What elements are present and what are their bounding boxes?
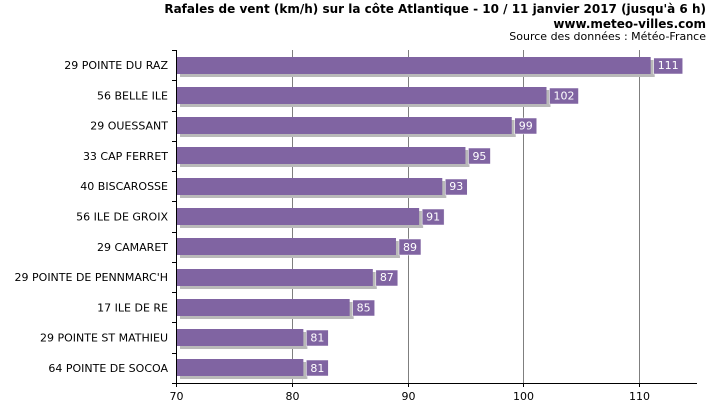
- value-label-7: 87: [380, 271, 394, 284]
- bar-5: [176, 208, 420, 225]
- chart-source: Source des données : Météo-France: [509, 30, 706, 43]
- value-label-3: 95: [472, 150, 486, 163]
- category-label-7: 29 POINTE DE PENNMARC'H: [15, 271, 168, 284]
- x-tick-label-100: 100: [513, 390, 534, 403]
- value-label-4: 93: [449, 180, 463, 193]
- bar-1: [176, 87, 547, 104]
- category-label-2: 29 OUESSANT: [90, 120, 168, 133]
- value-label-6: 89: [403, 241, 417, 254]
- category-label-5: 56 ILE DE GROIX: [76, 211, 168, 224]
- bar-3: [176, 147, 466, 164]
- value-label-box-5: [421, 208, 445, 226]
- category-label-9: 29 POINTE ST MATHIEU: [40, 332, 168, 345]
- value-label-box-7: [375, 269, 399, 287]
- value-label-box-1: [549, 87, 579, 105]
- bar-6: [176, 238, 396, 255]
- chart-title: Rafales de vent (km/h) sur la côte Atlan…: [164, 2, 706, 16]
- value-label-box-3: [468, 147, 491, 165]
- chart-subtitle: www.meteo-villes.com: [553, 17, 706, 31]
- x-tick-label-90: 90: [402, 390, 416, 403]
- bar-4: [176, 178, 443, 195]
- bar-10: [176, 359, 304, 376]
- category-label-8: 17 ILE DE RE: [97, 301, 168, 314]
- category-label-1: 56 BELLE ILE: [97, 89, 168, 102]
- bar-0: [176, 57, 651, 74]
- category-label-4: 40 BISCAROSSE: [80, 180, 168, 193]
- value-label-1: 102: [553, 89, 574, 102]
- bar-9: [176, 329, 304, 346]
- value-label-box-0: [653, 57, 683, 75]
- value-label-8: 85: [357, 301, 371, 314]
- bar-2: [176, 117, 512, 134]
- value-label-9: 81: [310, 332, 324, 345]
- value-label-10: 81: [310, 362, 324, 375]
- category-label-0: 29 POINTE DU RAZ: [64, 59, 168, 72]
- value-label-box-4: [445, 178, 468, 196]
- x-tick-label-70: 70: [170, 390, 184, 403]
- bar-7: [176, 269, 373, 286]
- value-label-5: 91: [426, 211, 440, 224]
- category-label-3: 33 CAP FERRET: [83, 150, 168, 163]
- category-label-10: 64 POINTE DE SOCOA: [48, 362, 168, 375]
- value-label-box-2: [514, 117, 538, 135]
- category-label-6: 29 CAMARET: [97, 241, 168, 254]
- bar-8: [176, 299, 350, 316]
- value-label-2: 99: [519, 120, 533, 133]
- x-tick-label-80: 80: [286, 390, 300, 403]
- value-label-box-9: [306, 329, 329, 347]
- value-label-box-10: [306, 359, 329, 377]
- x-tick-label-110: 110: [629, 390, 650, 403]
- value-label-box-6: [398, 238, 422, 256]
- value-label-0: 111: [658, 59, 679, 72]
- value-label-box-8: [352, 299, 375, 317]
